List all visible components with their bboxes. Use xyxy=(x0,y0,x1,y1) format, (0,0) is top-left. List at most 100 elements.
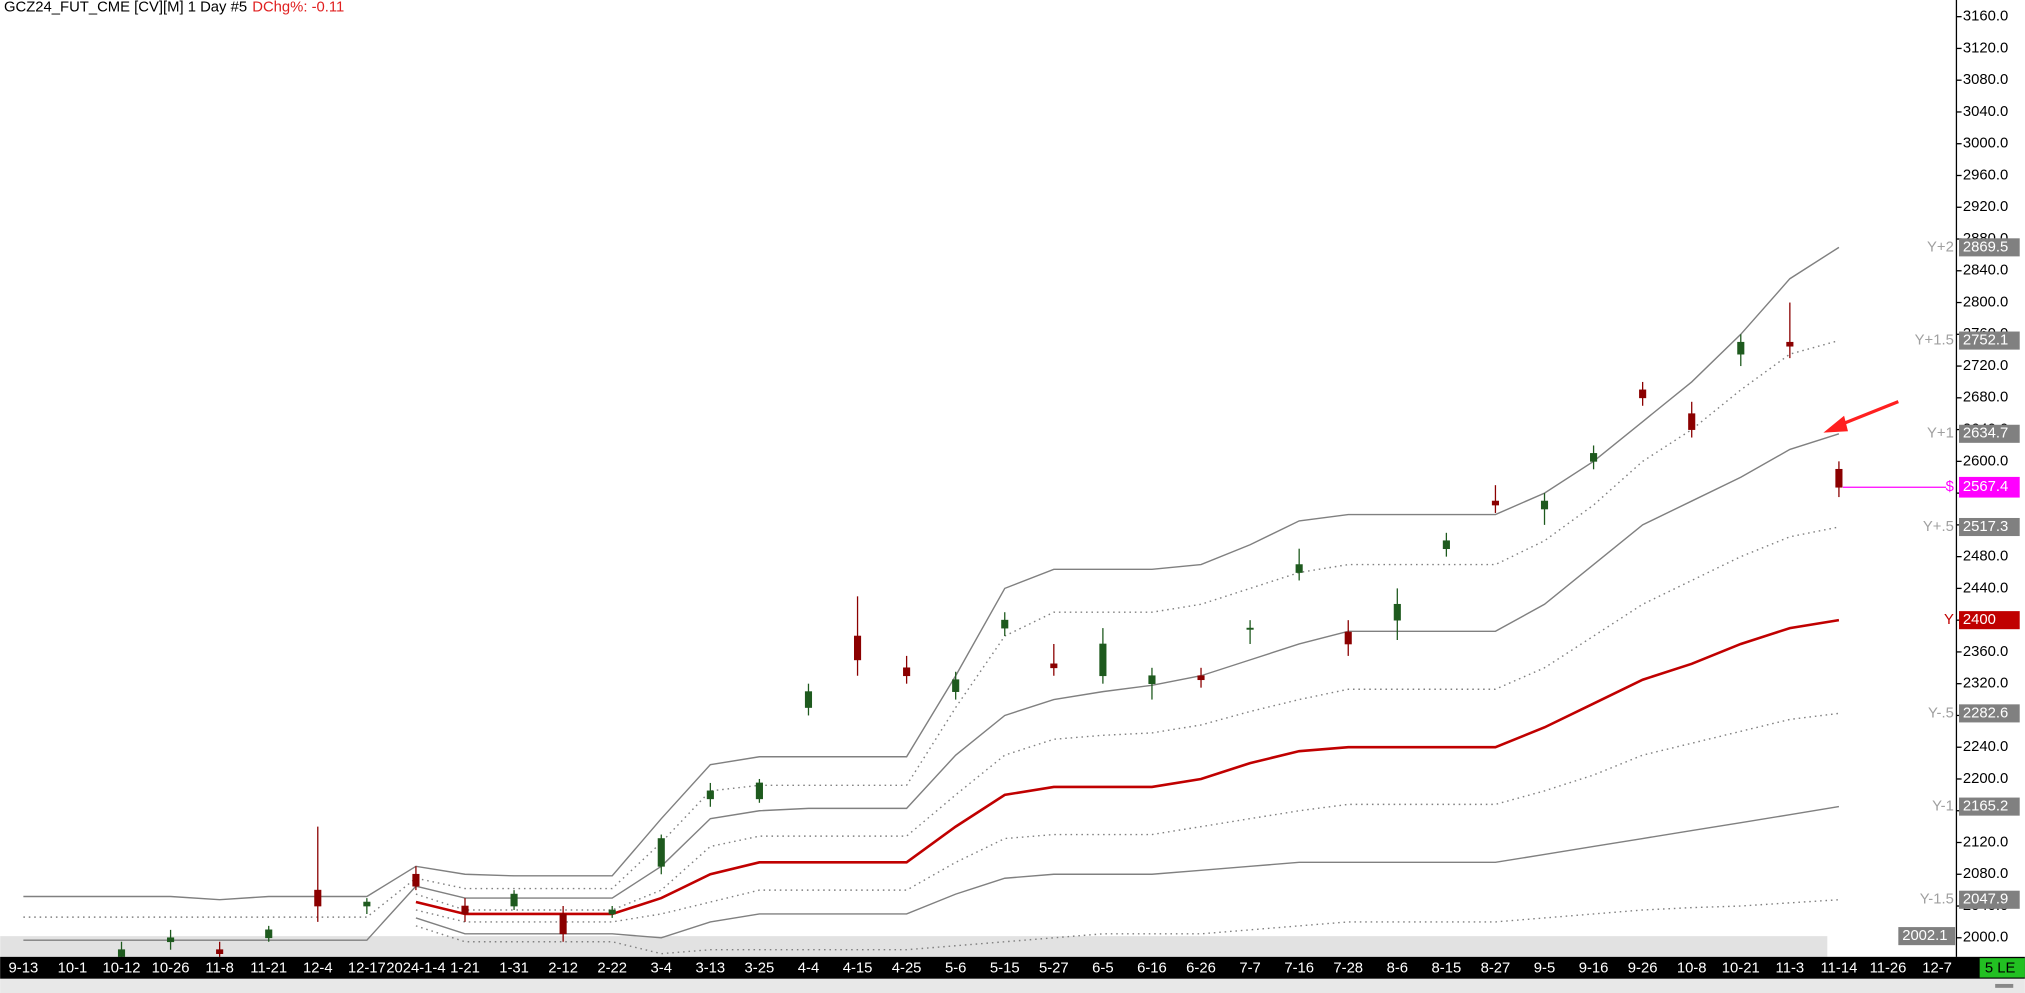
y-tick-label: 2120.0 xyxy=(1963,834,2008,850)
candle-body xyxy=(1540,500,1549,510)
scroll-thumb[interactable] xyxy=(1995,983,2014,988)
band-tag-box xyxy=(1959,517,2020,537)
x-tick-label: 9-5 xyxy=(1534,960,1555,976)
x-tick-label: 10-12 xyxy=(103,960,141,976)
y-tick-label: 3000.0 xyxy=(1963,136,2008,152)
y-tick-label: 2600.0 xyxy=(1963,453,2008,469)
candle-body xyxy=(1442,540,1450,550)
band-tag-value: 2517.3 xyxy=(1963,519,2008,535)
x-tick-label: 4-4 xyxy=(798,960,819,976)
x-tick-label: 4-15 xyxy=(843,960,873,976)
x-axis-bar xyxy=(0,956,2025,979)
last-price-box xyxy=(1959,476,2020,498)
band-tag-value: 2047.9 xyxy=(1963,892,2008,908)
y-tick-label: 2360.0 xyxy=(1963,644,2008,660)
y-tick-label: 2720.0 xyxy=(1963,358,2008,374)
y-tick-label: 3160.0 xyxy=(1963,9,2008,25)
x-tick-label: 9-26 xyxy=(1628,960,1658,976)
x-tick-label: 3-13 xyxy=(695,960,725,976)
candle-body xyxy=(1491,500,1499,506)
x-tick-label: 6-16 xyxy=(1137,960,1167,976)
x-tick-label: 7-7 xyxy=(1239,960,1260,976)
band-line xyxy=(415,805,1840,939)
candle-body xyxy=(117,949,126,957)
candle-body xyxy=(1639,389,1647,399)
band-tag-name: Y+2 xyxy=(1927,239,1954,255)
x-tick-label: 5-6 xyxy=(945,960,966,976)
y-tick-label: 2320.0 xyxy=(1963,676,2008,692)
band-line xyxy=(23,433,1840,941)
x-tick-label: 5-15 xyxy=(990,960,1020,976)
candle-body xyxy=(461,905,469,915)
candle-body xyxy=(1197,675,1205,681)
y-tick-label: 2200.0 xyxy=(1963,771,2008,787)
candle-body xyxy=(1835,468,1843,488)
daily-change: DChg%: -0.11 xyxy=(252,0,344,16)
band-tag-box xyxy=(1959,611,2020,630)
x-tick-label: 3-4 xyxy=(651,960,672,976)
x-tick-label: 9-13 xyxy=(9,960,39,976)
band-line xyxy=(415,618,1840,916)
band-tag-box xyxy=(1959,331,2020,350)
band-tag-box xyxy=(1959,424,2020,443)
candle-body xyxy=(1050,663,1058,669)
band-tag-value: 2400 xyxy=(1963,612,1996,628)
band-tag-value: 2752.1 xyxy=(1963,332,2008,348)
x-tick-label: 6-26 xyxy=(1186,960,1216,976)
candle-body xyxy=(412,873,420,887)
candle-body xyxy=(265,929,273,939)
candle-body xyxy=(1786,341,1794,347)
band-tag-name: Y-1 xyxy=(1932,799,1954,815)
x-tick-label: 8-15 xyxy=(1432,960,1462,976)
y-tick-label: 3120.0 xyxy=(1963,40,2008,56)
x-tick-label: 10-1 xyxy=(58,960,88,976)
chart-title: GCZ24_FUT_CME [CV][M] 1 Day #5 xyxy=(4,0,247,16)
status-box xyxy=(1979,958,2025,978)
x-tick-label: 6-5 xyxy=(1092,960,1113,976)
x-tick-label: 12-17 xyxy=(348,960,386,976)
x-tick-label: 8-27 xyxy=(1481,960,1511,976)
scroll-track[interactable] xyxy=(0,978,2025,993)
x-tick-label: 11-3 xyxy=(1776,960,1805,976)
candle-body xyxy=(853,635,862,661)
candle-body xyxy=(1246,627,1254,630)
candle-body xyxy=(608,909,616,915)
band-tag-box xyxy=(1959,238,2020,257)
x-tick-label: 2024-1-4 xyxy=(386,960,445,976)
x-tick-label: 1-21 xyxy=(450,960,480,976)
band-tag-name: Y-.5 xyxy=(1928,705,1954,721)
candle-body xyxy=(706,790,714,800)
band-line xyxy=(23,339,1840,918)
y-tick-label: 2840.0 xyxy=(1963,263,2008,279)
band-tag-value: 2282.6 xyxy=(1963,705,2008,721)
y-tick-label: 2480.0 xyxy=(1963,549,2008,565)
band-tag-box xyxy=(1959,704,2020,723)
level-tag-value: 2002.1 xyxy=(1902,928,1947,944)
x-tick-label: 7-16 xyxy=(1284,960,1314,976)
candle-body xyxy=(167,937,175,943)
candle-body xyxy=(510,893,518,907)
x-tick-label: 10-21 xyxy=(1722,960,1760,976)
candle-body xyxy=(1590,453,1598,462)
x-tick-label: 8-6 xyxy=(1387,960,1408,976)
band-tag-name: Y+1.5 xyxy=(1915,332,1954,348)
candle-body xyxy=(952,679,960,692)
candle-body xyxy=(1737,341,1745,355)
candle-body xyxy=(1393,603,1401,621)
annotation-arrow-head xyxy=(1823,415,1848,433)
x-tick-label: 12-4 xyxy=(303,960,333,976)
band-line xyxy=(415,712,1840,923)
band-tag-box xyxy=(1959,797,2020,816)
x-tick-label: 10-26 xyxy=(152,960,190,976)
candle-body xyxy=(1001,619,1009,629)
x-tick-label: 11-21 xyxy=(250,960,287,976)
x-tick-label: 3-25 xyxy=(745,960,775,976)
level-tag-box xyxy=(1898,927,1956,946)
x-tick-label: 2-12 xyxy=(548,960,578,976)
candle-body xyxy=(1688,413,1696,430)
x-tick-label: 10-8 xyxy=(1677,960,1707,976)
x-tick-label: 11-26 xyxy=(1870,960,1907,976)
band-line xyxy=(415,899,1839,955)
